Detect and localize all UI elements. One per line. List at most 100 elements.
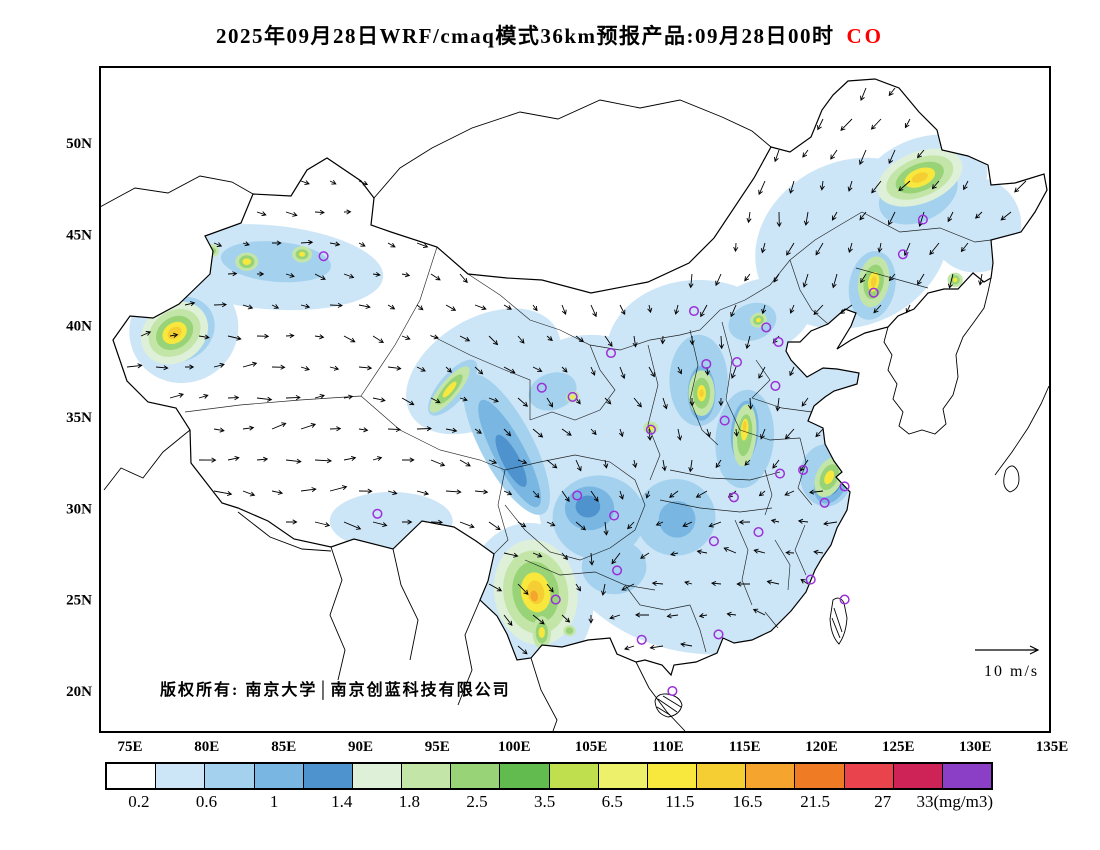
colorbar-segment bbox=[351, 764, 402, 788]
city-marker bbox=[773, 336, 784, 348]
city-marker bbox=[728, 492, 739, 503]
city-marker bbox=[701, 358, 712, 370]
colorbar-labels: 0.2 0.6 1 1.4 1.8 2.5 3.5 6.5 11.5 16.5 21.5 27 33(m… bbox=[105, 792, 993, 812]
map-frame bbox=[99, 66, 1051, 733]
wind-scale-label: 10 m/s bbox=[984, 663, 1039, 680]
colorbar-tick-label: 2.5 bbox=[466, 792, 488, 811]
city-marker bbox=[645, 424, 656, 435]
city-marker bbox=[550, 594, 561, 605]
city-marker bbox=[819, 497, 830, 508]
colorbar-tick-label: 3.5 bbox=[533, 792, 556, 811]
colorbar-tick-label: 27 bbox=[874, 792, 892, 811]
colorbar-segment bbox=[499, 764, 549, 788]
lon-tick-label: 105E bbox=[575, 739, 608, 755]
city-marker bbox=[753, 527, 764, 538]
city-marker bbox=[897, 249, 908, 260]
city-marker bbox=[609, 510, 620, 521]
city-marker bbox=[868, 287, 879, 298]
lat-tick-label: 30N bbox=[66, 501, 92, 517]
city-markers bbox=[318, 214, 928, 697]
lon-tick-label: 115E bbox=[729, 739, 761, 755]
colorbar-tick-label: 6.5 bbox=[601, 792, 623, 811]
city-marker bbox=[372, 508, 383, 519]
colorbar-segment bbox=[745, 764, 795, 788]
city-marker bbox=[774, 468, 786, 479]
neighbor-country-outlines bbox=[99, 99, 1050, 732]
lon-tick-label: 120E bbox=[805, 739, 838, 755]
lat-tick-label: 40N bbox=[66, 319, 92, 335]
lat-tick-label: 25N bbox=[66, 593, 92, 609]
lon-tick-label: 80E bbox=[194, 739, 219, 755]
city-marker bbox=[731, 357, 743, 368]
city-marker bbox=[839, 594, 850, 605]
city-marker bbox=[798, 464, 809, 475]
wind-vector-arrows bbox=[126, 87, 1027, 655]
hainan-island bbox=[654, 693, 683, 718]
plot-title: 2025年09月28日WRF/cmaq模式36km预报产品:09月28日00时 C… bbox=[0, 20, 1100, 50]
lon-tick-label: 110E bbox=[652, 739, 684, 755]
colorbar-segment bbox=[646, 764, 697, 788]
colorbar bbox=[105, 762, 993, 790]
city-marker bbox=[688, 305, 700, 317]
city-marker bbox=[636, 634, 647, 645]
colorbar-tick-label: 1.4 bbox=[331, 792, 353, 811]
colorbar-segment bbox=[892, 764, 942, 788]
colorbar-segment bbox=[941, 764, 992, 788]
lon-tick-label: 95E bbox=[425, 739, 450, 755]
copyright-text: 版权所有: 南京大学│南京创蓝科技有限公司 bbox=[159, 680, 511, 700]
lat-tick-label: 20N bbox=[66, 684, 92, 700]
lon-tick-label: 75E bbox=[117, 739, 142, 755]
city-marker bbox=[318, 251, 329, 262]
wind-scale-arrow-icon bbox=[975, 645, 1040, 655]
colorbar-tick-label: 0.2 bbox=[128, 792, 150, 811]
china-outline bbox=[112, 78, 1048, 677]
city-marker bbox=[719, 415, 730, 426]
province-boundaries bbox=[184, 211, 992, 653]
colorbar-segment bbox=[155, 764, 205, 788]
city-marker bbox=[572, 490, 583, 501]
colorbar-tick-label: 33(mg/m3) bbox=[916, 792, 994, 811]
colorbar-segment bbox=[302, 764, 352, 788]
lon-tick-label: 100E bbox=[498, 739, 531, 755]
city-marker bbox=[805, 574, 816, 585]
colorbar-segment bbox=[696, 764, 746, 788]
city-marker bbox=[761, 322, 772, 333]
city-marker bbox=[612, 565, 623, 576]
lon-tick-label: 85E bbox=[271, 739, 296, 755]
city-marker bbox=[839, 481, 850, 492]
lon-tick-label: 125E bbox=[882, 739, 915, 755]
lat-tick-label: 45N bbox=[66, 227, 92, 243]
city-marker bbox=[770, 380, 781, 391]
lon-tick-label: 90E bbox=[348, 739, 373, 755]
city-marker bbox=[567, 391, 578, 402]
colorbar-tick-label: 0.6 bbox=[195, 792, 218, 811]
city-marker bbox=[536, 382, 547, 393]
colorbar-segment bbox=[204, 764, 254, 788]
colorbar-tick-label: 1.8 bbox=[398, 792, 420, 811]
city-marker bbox=[713, 629, 724, 640]
city-marker bbox=[708, 536, 719, 547]
lat-tick-label: 35N bbox=[66, 410, 92, 426]
colorbar-segment bbox=[548, 764, 598, 788]
colorbar-segment bbox=[843, 764, 893, 788]
lon-tick-label: 130E bbox=[959, 739, 992, 755]
colorbar-segment bbox=[253, 764, 303, 788]
lat-tick-label: 50N bbox=[66, 136, 92, 152]
colorbar-segment bbox=[401, 764, 451, 788]
colorbar-tick-label: 16.5 bbox=[732, 792, 763, 811]
colorbar-segment bbox=[107, 764, 156, 788]
city-marker bbox=[667, 685, 678, 697]
colorbar-tick-label: 1 bbox=[269, 792, 279, 811]
lon-tick-label: 135E bbox=[1036, 739, 1069, 755]
colorbar-segment bbox=[450, 764, 500, 788]
colorbar-tick-label: 11.5 bbox=[665, 792, 695, 811]
colorbar-segment bbox=[597, 764, 647, 788]
city-marker bbox=[917, 214, 928, 225]
concentration-fills bbox=[129, 134, 1022, 675]
species-label: CO bbox=[846, 24, 884, 48]
city-marker bbox=[605, 347, 617, 359]
colorbar-segment bbox=[794, 764, 844, 788]
taiwan-island bbox=[829, 597, 848, 645]
